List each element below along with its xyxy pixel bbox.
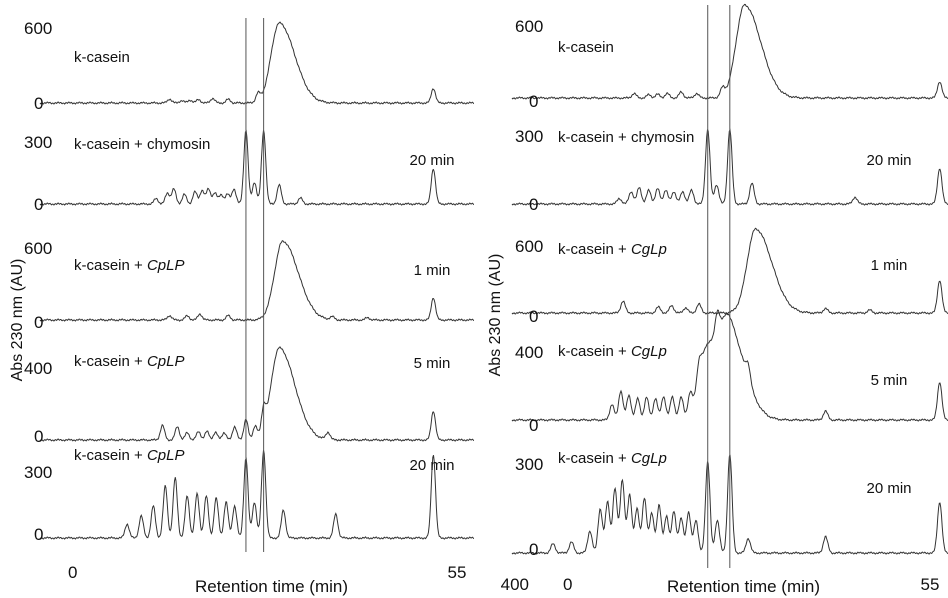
enzyme-name: CgLp xyxy=(631,343,667,360)
enzyme-name: CgLp xyxy=(631,241,667,258)
y-tick-zero: 0 xyxy=(34,94,43,113)
peak-point xyxy=(433,410,434,411)
trace-label-text: k-casein + xyxy=(74,257,147,274)
y-tick-zero: 0 xyxy=(529,92,538,111)
time-label: 1 min xyxy=(414,262,451,279)
trace-label-text: k-casein xyxy=(558,39,614,56)
peak-point xyxy=(433,454,434,455)
trace-line xyxy=(39,129,474,206)
y-tick-zero: 0 xyxy=(34,195,43,214)
time-label: 5 min xyxy=(871,372,908,389)
chromatogram-right: 600 0 k-casein 300 0 k-casein + chymosin 20 mi… xyxy=(487,3,948,596)
trace-line xyxy=(39,240,474,322)
trace-1: 600 0 k-casein xyxy=(24,19,474,113)
trace-line xyxy=(39,21,474,105)
trace-label-text: k-casein + xyxy=(74,447,147,464)
peak-point xyxy=(258,95,259,96)
peak-point xyxy=(722,89,723,90)
trace-label: k-casein + chymosin xyxy=(558,129,694,146)
y-tick-zero: 0 xyxy=(34,427,43,446)
trace-label: k-casein + CpLP xyxy=(74,353,184,370)
peak-point xyxy=(748,404,749,405)
y-tick-top: 600 xyxy=(24,19,52,38)
trace-label-text: k-casein + chymosin xyxy=(74,136,210,153)
y-tick-top: 400 xyxy=(515,343,543,362)
y-tick-zero: 0 xyxy=(529,307,538,326)
trace-label: k-casein + CgLp xyxy=(558,450,667,467)
trace-line xyxy=(39,450,474,540)
peak-point xyxy=(698,403,699,404)
trace-label-text: k-casein + xyxy=(74,353,147,370)
x-tick-start: 0 xyxy=(563,575,572,594)
trace-label: k-casein + CgLp xyxy=(558,241,667,258)
time-label: 20 min xyxy=(866,480,911,497)
bottom-left-tick: 400 xyxy=(501,575,529,594)
trace-label: k-casein + CpLP xyxy=(74,447,184,464)
enzyme-name: CpLP xyxy=(147,257,185,274)
time-label: 5 min xyxy=(414,355,451,372)
peak-point xyxy=(939,81,940,82)
enzyme-name: CpLP xyxy=(147,353,185,370)
peak-point xyxy=(254,182,255,183)
x-axis-label: Retention time (min) xyxy=(667,577,820,596)
y-tick-top: 400 xyxy=(24,359,52,378)
peak-point xyxy=(939,501,940,502)
x-tick-end: 55 xyxy=(448,563,467,582)
y-tick-top: 300 xyxy=(24,463,52,482)
x-axis-label: Retention time (min) xyxy=(195,577,348,596)
peak-point xyxy=(690,400,691,401)
peak-point xyxy=(716,184,717,185)
y-tick-top: 600 xyxy=(515,17,543,36)
trace-5: 300 0 k-casein + CpLP 20 min xyxy=(24,447,474,544)
trace-label-text: k-casein + chymosin xyxy=(558,129,694,146)
peak-point xyxy=(717,397,718,398)
y-tick-top: 600 xyxy=(24,239,52,258)
trace-line xyxy=(39,346,474,442)
chromatogram-panel-right: 600 0 k-casein 300 0 k-casein + chymosin 20 mi… xyxy=(474,0,948,598)
trace-label: k-casein + chymosin xyxy=(74,136,210,153)
trace-label-text: k-casein + xyxy=(558,343,631,360)
trace-3: 600 0 k-casein + CpLP 1 min xyxy=(24,239,474,332)
y-tick-top: 300 xyxy=(515,127,543,146)
trace-label: k-casein xyxy=(558,39,614,56)
x-tick-end: 55 xyxy=(921,575,940,594)
trace-label: k-casein + CgLp xyxy=(558,343,667,360)
peak-point xyxy=(673,191,674,192)
trace-4: 400 0 k-casein + CpLP 5 min xyxy=(24,346,474,446)
y-tick-zero: 0 xyxy=(529,416,538,435)
peak-point xyxy=(254,502,255,503)
y-axis-label: Abs 230 nm (AU) xyxy=(9,259,26,382)
time-label: 20 min xyxy=(866,152,911,169)
enzyme-name: CgLp xyxy=(631,450,667,467)
y-axis-label: Abs 230 nm (AU) xyxy=(487,254,504,377)
trace-2: 300 0 k-casein + chymosin 20 min xyxy=(24,129,474,214)
chromatogram-panel-left: 600 0 k-casein 300 0 k-casein + chymosin 20 mi… xyxy=(9,18,474,596)
peak-point xyxy=(939,280,940,281)
trace-label: k-casein + CpLP xyxy=(74,257,184,274)
time-label: 20 min xyxy=(409,457,454,474)
enzyme-name: CpLP xyxy=(147,447,185,464)
x-tick-start: 0 xyxy=(68,563,77,582)
trace-4: 400 0 k-casein + CgLp 5 min xyxy=(511,309,948,435)
y-tick-zero: 0 xyxy=(34,313,43,332)
time-label: 1 min xyxy=(871,257,908,274)
y-tick-top: 600 xyxy=(515,237,543,256)
peak-point xyxy=(939,168,940,169)
chromatogram-left: 600 0 k-casein 300 0 k-casein + chymosin 20 mi… xyxy=(9,18,474,596)
peak-point xyxy=(939,381,940,382)
trace-label-text: k-casein + xyxy=(558,241,631,258)
time-label: 20 min xyxy=(409,152,454,169)
y-tick-top: 300 xyxy=(515,455,543,474)
y-tick-top: 300 xyxy=(24,133,52,152)
trace-label-text: k-casein xyxy=(74,49,130,66)
y-tick-zero: 0 xyxy=(529,195,538,214)
y-tick-zero: 0 xyxy=(34,525,43,544)
trace-label-text: k-casein + xyxy=(558,450,631,467)
trace-label: k-casein xyxy=(74,49,130,66)
y-tick-zero: 0 xyxy=(529,540,538,559)
peak-point xyxy=(433,297,434,298)
